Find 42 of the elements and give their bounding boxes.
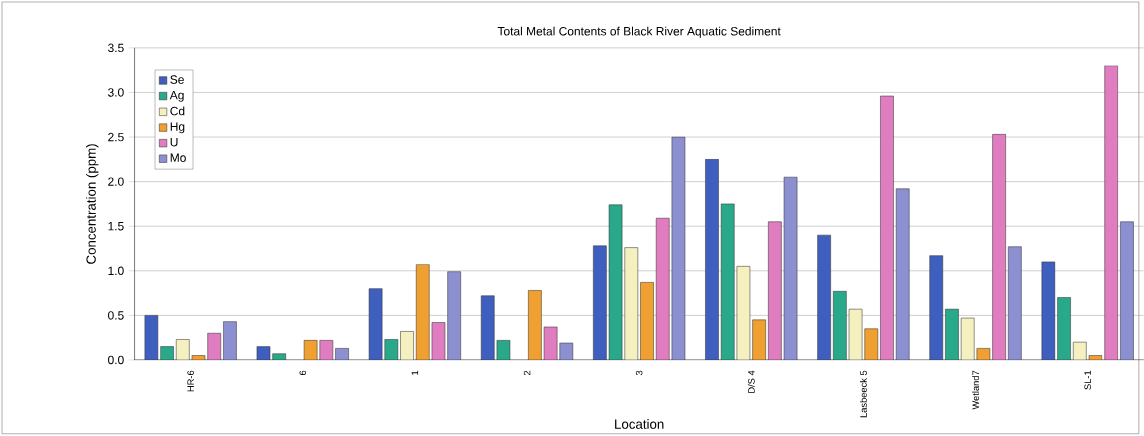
chart-title: Total Metal Contents of Black River Aquatic Sediment [497,26,781,38]
legend-label: Ag [169,91,184,102]
x-axis-title: Location [615,419,664,429]
y-axis-title: Concentration (ppm) [86,144,99,264]
bar [160,346,174,361]
bar [1057,297,1071,361]
x-tick-label: 3 [635,370,643,376]
legend-label: Mo [170,153,186,163]
bar [624,247,639,361]
x-tick-label: 6 [299,370,307,376]
bar [1104,65,1119,361]
x-tick-label: Wetland7 [972,370,979,410]
legend-label: Se [170,75,184,84]
bar [640,282,654,361]
bar [895,188,910,361]
y-tick-label: 0.0 [108,355,124,365]
bar [1120,221,1134,361]
y-tick-label: 2.5 [108,132,124,142]
bar [144,315,159,361]
x-tick-label: 1 [411,370,419,375]
y-tick-label: 3.0 [108,88,124,97]
bar [817,234,831,361]
y-tick-label: 0.5 [108,311,124,320]
y-tick-label: 3.5 [108,43,124,53]
y-tick-label: 1.5 [108,222,124,231]
legend-label: Cd [170,106,185,116]
y-tick-label: 2.0 [108,177,124,186]
legend-label: Hg [170,122,185,134]
bar [929,255,944,361]
bar [705,159,719,361]
y-tick-label: 1.0 [108,266,124,276]
legend-label: U [170,138,178,147]
bar [945,308,959,361]
x-tick-label: SL-1 [1084,370,1091,390]
bar [1008,246,1022,361]
x-tick-label: D/S 4 [747,370,755,393]
bar [223,321,237,361]
x-tick-label: 2 [523,370,531,376]
bar [1041,261,1056,361]
x-tick-label: HR-6 [187,370,194,392]
x-tick-label: Lasbeeck 5 [860,370,867,418]
bar [880,95,894,361]
